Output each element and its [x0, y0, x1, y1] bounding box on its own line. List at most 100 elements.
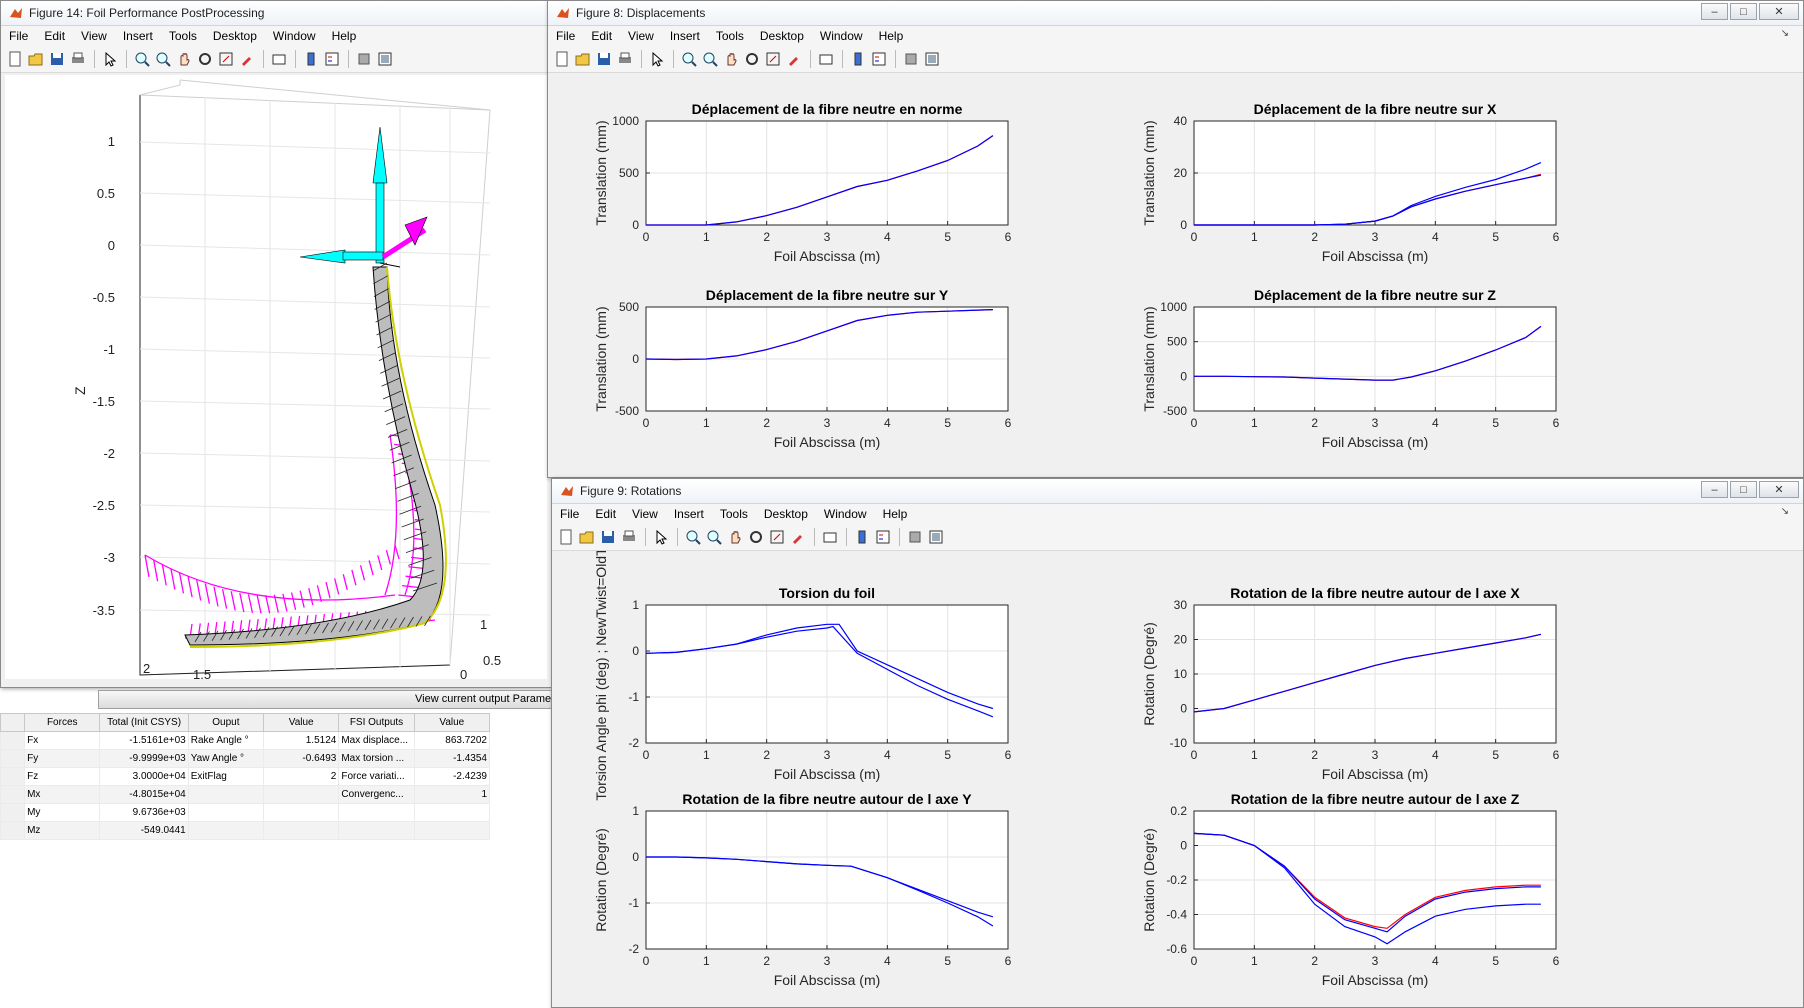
menu-help[interactable]: Help [331, 29, 357, 43]
print-icon[interactable] [619, 528, 638, 547]
menu-edit[interactable]: Edit [595, 507, 617, 521]
table-cell[interactable]: Force variati... [338, 767, 415, 786]
zoom-in-icon[interactable] [683, 528, 702, 547]
plot-rotation-y[interactable]: 0 1 2 3 4 5 6 -2 -1 0 1 Rotation de la fibre neutre… [593, 791, 1012, 988]
table-cell[interactable]: Max torsion ... [338, 749, 415, 768]
table-cell[interactable]: -9.9999e+03 [99, 749, 189, 768]
table-cell[interactable] [413, 803, 491, 822]
minimize-button[interactable]: – [1701, 481, 1728, 498]
print-icon[interactable] [68, 50, 87, 69]
hide-plot-tools-icon[interactable] [354, 50, 373, 69]
table-cell[interactable]: Max displace... [338, 731, 415, 750]
zoom-in-icon[interactable] [132, 50, 151, 69]
figure14-titlebar[interactable]: Figure 14: Foil Performance PostProcessi… [1, 1, 551, 26]
link-plot-icon[interactable] [269, 50, 288, 69]
menu-window[interactable]: Window [272, 29, 316, 43]
figure8-titlebar[interactable]: Figure 8: Displacements – □ ✕ [548, 1, 1803, 26]
menu-help[interactable]: Help [882, 507, 908, 521]
show-plot-tools-icon[interactable] [375, 50, 394, 69]
menu-edit[interactable]: Edit [591, 29, 613, 43]
rotate-3d-icon[interactable] [742, 50, 761, 69]
menu-desktop[interactable]: Desktop [763, 507, 808, 521]
table-cell[interactable] [338, 803, 415, 822]
brush-icon[interactable] [784, 50, 803, 69]
zoom-out-icon[interactable] [700, 50, 719, 69]
table-cell[interactable]: My [24, 803, 101, 822]
colorbar-icon[interactable] [852, 528, 871, 547]
table-cell[interactable]: 9.6736e+03 [99, 803, 189, 822]
save-icon[interactable] [594, 50, 613, 69]
maximize-button[interactable]: □ [1730, 481, 1757, 498]
menu-view[interactable]: View [628, 29, 654, 43]
rotate-3d-icon[interactable] [746, 528, 765, 547]
table-cell[interactable]: -549.0441 [99, 821, 189, 840]
table-cell[interactable]: Mz [24, 821, 101, 840]
show-plot-tools-icon[interactable] [922, 50, 941, 69]
table-cell[interactable]: Yaw Angle ° [187, 749, 265, 768]
table-cell[interactable] [187, 785, 265, 804]
plot-displacement-x[interactable]: 0 1 2 3 4 5 6 0 20 40 Déplacement de la fibre neut… [1141, 101, 1560, 264]
edit-plot-icon[interactable] [647, 50, 666, 69]
zoom-in-icon[interactable] [679, 50, 698, 69]
col-header[interactable]: Ouput [187, 713, 265, 732]
table-cell[interactable]: Fy [24, 749, 101, 768]
link-plot-icon[interactable] [820, 528, 839, 547]
menu-desktop[interactable]: Desktop [759, 29, 804, 43]
legend-icon[interactable] [322, 50, 341, 69]
col-header[interactable]: Value [263, 713, 340, 732]
plot-rotation-z[interactable]: 0 1 2 3 4 5 6 -0.6 -0.4 -0.2 0 0.2 Rotation de la fi… [1141, 791, 1560, 988]
table-cell[interactable]: Fx [24, 731, 101, 750]
col-header[interactable]: Total (Init CSYS) [99, 713, 189, 732]
view-params-scroll[interactable] [99, 687, 552, 688]
table-row[interactable]: Fz 3.0000e+04 ExitFlag 2 Force variati... -2.… [0, 767, 491, 786]
menu-window[interactable]: Window [823, 507, 867, 521]
colorbar-icon[interactable] [848, 50, 867, 69]
edit-plot-icon[interactable] [651, 528, 670, 547]
table-cell[interactable] [263, 803, 340, 822]
table-cell[interactable] [413, 821, 491, 840]
menu-help[interactable]: Help [878, 29, 904, 43]
dock-arrow-icon[interactable]: ↘ [1780, 506, 1789, 517]
menu-insert[interactable]: Insert [673, 507, 704, 521]
plot-displacement-y[interactable]: 0 1 2 3 4 5 6 -500 0 500 Déplacement de la fibre n… [593, 287, 1012, 450]
hide-plot-tools-icon[interactable] [905, 528, 924, 547]
open-file-icon[interactable] [577, 528, 596, 547]
table-cell[interactable]: Mx [24, 785, 101, 804]
table-row[interactable]: Fy -9.9999e+03 Yaw Angle ° -0.6493 Max torsi… [0, 749, 491, 768]
menu-view[interactable]: View [81, 29, 107, 43]
table-cell[interactable]: Rake Angle ° [187, 731, 265, 750]
plot-torsion[interactable]: 0 1 2 3 4 5 6 -2 -1 0 1 Torsion du foil Foil Absciss… [593, 551, 1012, 801]
zoom-out-icon[interactable] [704, 528, 723, 547]
legend-icon[interactable] [873, 528, 892, 547]
menu-tools[interactable]: Tools [715, 29, 744, 43]
open-file-icon[interactable] [26, 50, 45, 69]
axes-3d[interactable]: 1 0.5 0 -0.5 -1 -1.5 -2 -2.5 -3 -3.5 Z 2… [5, 75, 547, 679]
table-cell[interactable]: -4.8015e+04 [99, 785, 189, 804]
minimize-button[interactable]: – [1701, 3, 1728, 20]
pan-icon[interactable] [725, 528, 744, 547]
new-figure-icon[interactable] [556, 528, 575, 547]
table-cell[interactable]: -1.5161e+03 [99, 731, 189, 750]
table-cell[interactable]: 1 [413, 785, 491, 804]
table-cell[interactable]: 1.5124 [263, 731, 340, 750]
open-file-icon[interactable] [573, 50, 592, 69]
show-plot-tools-icon[interactable] [926, 528, 945, 547]
table-cell[interactable]: Convergenc... [338, 785, 415, 804]
plot-displacement-norm[interactable]: 0 1 2 3 4 5 6 0 500 1000 Déplacement de la fibre n… [593, 101, 1012, 264]
menu-file[interactable]: File [556, 29, 576, 43]
zoom-out-icon[interactable] [153, 50, 172, 69]
table-row[interactable]: Mz -549.0441 [0, 821, 491, 840]
pan-icon[interactable] [721, 50, 740, 69]
close-button[interactable]: ✕ [1759, 481, 1799, 498]
figure9-titlebar[interactable]: Figure 9: Rotations – □ ✕ [552, 479, 1803, 504]
table-row[interactable]: Mx -4.8015e+04 Convergenc... 1 [0, 785, 491, 804]
menu-edit[interactable]: Edit [44, 29, 66, 43]
hide-plot-tools-icon[interactable] [901, 50, 920, 69]
link-plot-icon[interactable] [816, 50, 835, 69]
print-icon[interactable] [615, 50, 634, 69]
table-cell[interactable]: 3.0000e+04 [99, 767, 189, 786]
table-cell[interactable]: Fz [24, 767, 101, 786]
menu-view[interactable]: View [632, 507, 658, 521]
table-cell[interactable] [263, 785, 340, 804]
